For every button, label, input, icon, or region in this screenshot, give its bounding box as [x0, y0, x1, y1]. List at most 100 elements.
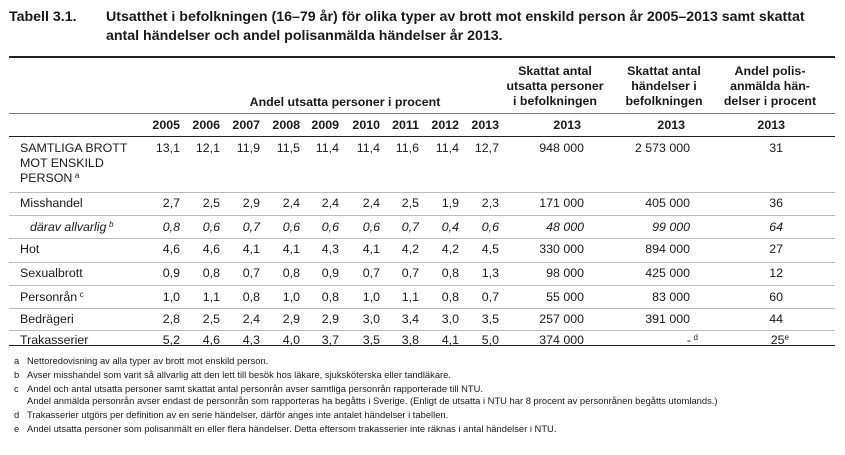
- percent-cell: 4,3: [242, 333, 260, 347]
- footnote-letter: c: [14, 383, 19, 394]
- percent-cell: 5,2: [162, 333, 180, 347]
- header-estimated-persons: Skattat antal utsatta personer i befolkn…: [506, 64, 604, 108]
- row-label: Bedrägeri: [20, 312, 74, 327]
- footnote-text: Avser misshandel som varit så allvarlig …: [27, 369, 451, 380]
- percent-cell: 0,8: [242, 290, 260, 304]
- events-cell: 405 000: [645, 196, 690, 210]
- percent-cell: 4,5: [481, 242, 499, 256]
- events-cell: 99 000: [652, 220, 690, 234]
- reported-cell: 31: [769, 141, 783, 155]
- persons-cell: 171 000: [539, 196, 584, 210]
- percent-cell: 4,1: [242, 242, 260, 256]
- percent-cell: 2,5: [202, 196, 220, 210]
- percent-cell: 2,4: [362, 196, 380, 210]
- group-header: Andel utsatta personer i procent: [249, 95, 441, 109]
- percent-cell: 4,0: [282, 333, 300, 347]
- footnote-text: Trakasserier utgörs per definition av en…: [27, 409, 449, 420]
- footnote-letter: a: [14, 355, 20, 366]
- table-number: Tabell 3.1.: [9, 9, 77, 25]
- footnote-letter: d: [14, 409, 20, 420]
- footnote-mark: a: [74, 171, 80, 180]
- row-label-line: MOT ENSKILD: [20, 156, 104, 170]
- row-separator: [9, 308, 835, 309]
- row-label: Misshandel: [20, 196, 83, 211]
- footnote: b Avser misshandel som varit så allvarlig…: [14, 369, 451, 381]
- row-separator: [9, 262, 835, 263]
- events-cell: - d: [686, 333, 698, 347]
- events-cell: 425 000: [645, 266, 690, 280]
- reported-cell: 25e: [770, 333, 789, 347]
- percent-cell: 11,4: [315, 141, 339, 155]
- year-header-persons: 2013: [553, 118, 581, 132]
- row-separator: [9, 330, 835, 331]
- year-header: 2007: [232, 118, 260, 132]
- percent-cell: 0,9: [162, 266, 180, 280]
- percent-cell: 0,6: [481, 220, 499, 234]
- percent-cell: 11,4: [356, 141, 380, 155]
- footnote-text: Andel och antal utsatta personer samt sk…: [27, 383, 483, 394]
- percent-cell: 1,0: [282, 290, 300, 304]
- row-label-line: Personrån c: [20, 290, 84, 304]
- percent-cell: 0,7: [242, 220, 260, 234]
- row-label: Personrån c: [20, 290, 84, 305]
- footnote: d Trakasserier utgörs per definition av e…: [14, 409, 448, 421]
- reported-cell: 12: [769, 266, 783, 280]
- percent-cell: 4,1: [362, 242, 380, 256]
- row-label-line: PERSON a: [20, 171, 80, 185]
- percent-cell: 2,9: [321, 312, 339, 326]
- year-header: 2011: [392, 118, 419, 132]
- percent-cell: 2,3: [481, 196, 499, 210]
- persons-cell: 330 000: [539, 242, 584, 256]
- footnote: a Nettoredovisning av alla typer av brott…: [14, 355, 268, 367]
- percent-cell: 0,6: [321, 220, 339, 234]
- top-rule: [9, 56, 835, 58]
- percent-cell: 2,5: [202, 312, 220, 326]
- percent-cell: 2,9: [242, 196, 260, 210]
- year-header: 2010: [352, 118, 380, 132]
- percent-cell: 0,7: [242, 266, 260, 280]
- percent-cell: 4,3: [321, 242, 339, 256]
- percent-cell: 2,4: [321, 196, 339, 210]
- persons-cell: 98 000: [546, 266, 584, 280]
- reported-cell: 64: [769, 220, 783, 234]
- percent-cell: 0,7: [401, 220, 419, 234]
- percent-cell: 11,6: [395, 141, 419, 155]
- footnote-text: Andel utsatta personer som polisanmält e…: [27, 423, 557, 434]
- percent-cell: 12,1: [195, 141, 220, 155]
- percent-cell: 1,0: [162, 290, 180, 304]
- events-cell: 894 000: [645, 242, 690, 256]
- footnote: c Andel och antal utsatta personer samt s…: [14, 383, 483, 395]
- footnote: e Andel utsatta personer som polisanmält …: [14, 423, 556, 435]
- percent-cell: 2,7: [162, 196, 180, 210]
- row-label-line: Bedrägeri: [20, 312, 74, 326]
- persons-cell: 55 000: [546, 290, 584, 304]
- percent-cell: 1,3: [481, 266, 499, 280]
- persons-cell: 257 000: [539, 312, 584, 326]
- year-header-reported: 2013: [757, 118, 785, 132]
- percent-cell: 4,1: [441, 333, 459, 347]
- reported-cell: 36: [769, 196, 783, 210]
- footnote: Andel anmälda personrån avser endast de …: [14, 395, 718, 407]
- percent-cell: 4,6: [202, 242, 220, 256]
- percent-cell: 0,7: [362, 266, 380, 280]
- row-separator: [9, 192, 835, 193]
- percent-cell: 3,8: [401, 333, 419, 347]
- row-label: Trakasserier: [20, 333, 88, 348]
- percent-cell: 4,6: [202, 333, 220, 347]
- bottom-rule: [9, 345, 835, 346]
- percent-cell: 3,0: [362, 312, 380, 326]
- percent-cell: 2,4: [282, 196, 300, 210]
- footnote-letter: e: [14, 423, 20, 434]
- percent-cell: 0,6: [362, 220, 380, 234]
- row-separator: [9, 285, 835, 286]
- row-label-line: Hot: [20, 242, 40, 256]
- footnote-mark: b: [108, 220, 114, 229]
- percent-cell: 1,1: [401, 290, 419, 304]
- row-label: SAMTLIGA BROTT MOT ENSKILD PERSON a: [20, 141, 127, 186]
- percent-cell: 4,1: [282, 242, 300, 256]
- percent-cell: 1,0: [362, 290, 380, 304]
- percent-cell: 1,9: [441, 196, 459, 210]
- persons-cell: 948 000: [539, 141, 584, 155]
- percent-cell: 0,8: [282, 266, 300, 280]
- percent-cell: 12,7: [474, 141, 499, 155]
